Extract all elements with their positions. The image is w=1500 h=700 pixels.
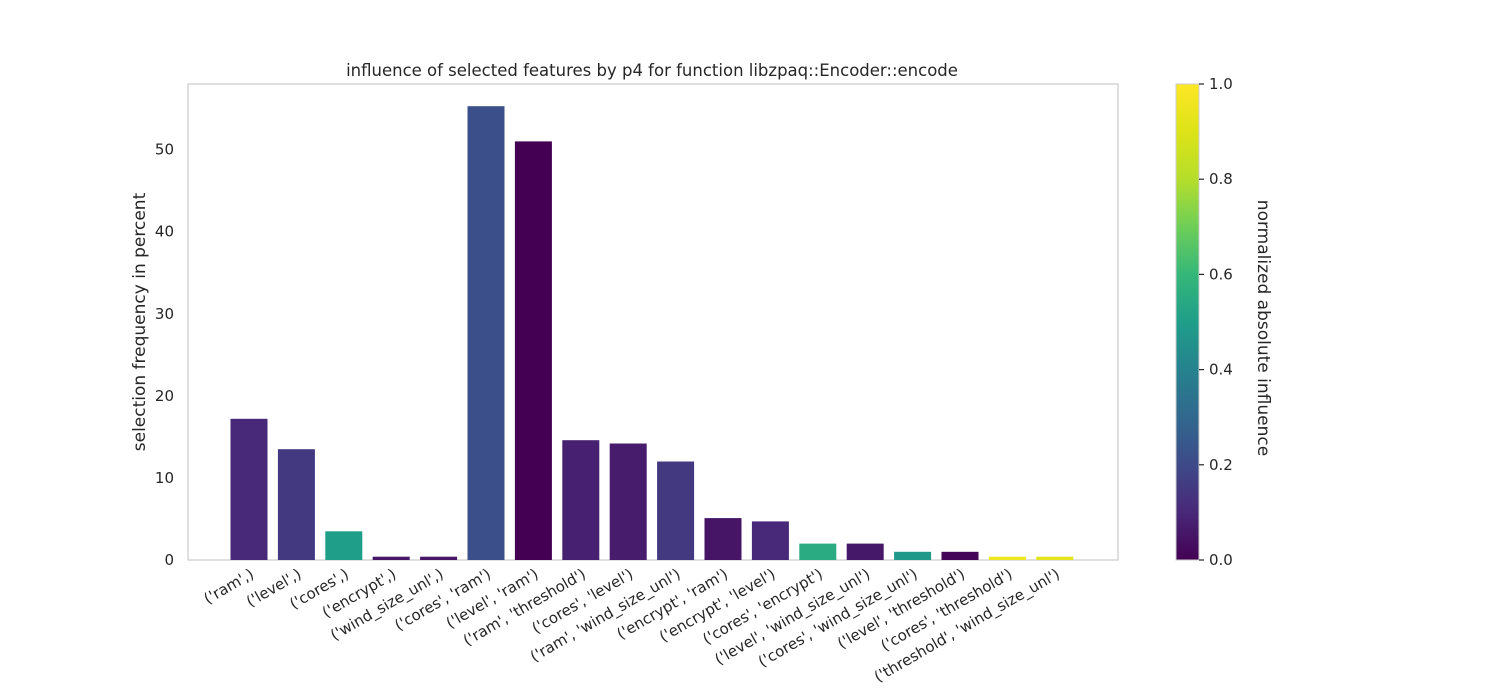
bar [562,440,600,560]
colorbar-label: normalized absolute influence [1253,200,1273,456]
colorbar-tick-label: 1.0 [1209,75,1233,93]
y-tick-label: 30 [155,305,174,323]
bar [609,443,647,560]
x-axis-ticks: ('ram',)('level',)('cores',)('encrypt',)… [201,565,1064,687]
bar [467,106,505,560]
y-tick-label: 40 [155,223,174,241]
bar [1036,556,1074,560]
colorbar-tick-label: 0.2 [1209,456,1233,474]
bar [325,531,363,560]
bars-group [230,106,1074,560]
colorbar-ticks: 0.0 0.2 0.4 0.6 0.8 1.0 [1199,75,1233,569]
chart-title: influence of selected features by p4 for… [346,61,958,80]
colorbar-tick-label: 0.4 [1209,361,1233,379]
bar [230,418,268,560]
y-axis-ticks: 0 10 20 30 40 50 [155,141,174,569]
bar [704,518,742,560]
bar [799,543,837,560]
bar [846,543,884,560]
y-tick-label: 50 [155,141,174,159]
bar [420,556,458,560]
y-tick-label: 0 [164,551,174,569]
bar [894,551,932,560]
plot-area [187,83,1119,561]
bar [988,556,1026,560]
bar [514,141,552,560]
colorbar-tick-label: 0.0 [1209,551,1233,569]
bar [751,521,789,560]
colorbar-tick-label: 0.6 [1209,265,1233,283]
colorbar [1175,83,1200,561]
y-axis-label: selection frequency in percent [130,192,150,451]
bar [941,551,979,560]
y-tick-label: 20 [155,387,174,405]
colorbar-tick-label: 0.8 [1209,170,1233,188]
y-tick-label: 10 [155,469,174,487]
bar [277,449,315,560]
bar [657,461,695,560]
bar [372,556,410,560]
